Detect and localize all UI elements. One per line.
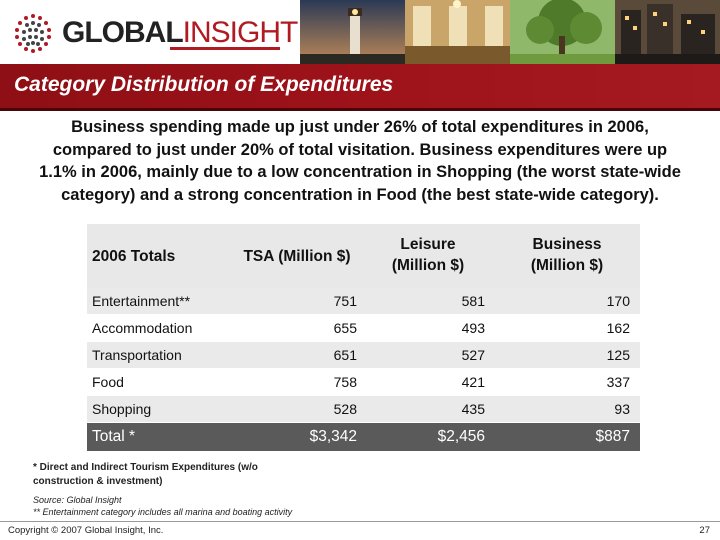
tsa-value: 655: [333, 320, 357, 336]
row-label: Entertainment**: [92, 293, 191, 309]
entertainment-note: ** Entertainment category includes all m…: [33, 507, 293, 517]
header: GLOBALINSIGHT: [0, 0, 720, 64]
footnote-direct: * Direct and Indirect Tourism Expenditur…: [33, 461, 258, 489]
business-value: 93: [614, 401, 630, 417]
table-header: 2006 Totals TSA (Million $) Leisure (Mil…: [87, 224, 640, 288]
header-totals: 2006 Totals: [92, 248, 176, 265]
ballroom-photo: [405, 0, 510, 64]
footnote-direct-line2: construction & investment): [33, 476, 163, 487]
page-number: 27: [699, 525, 710, 536]
header-photo-strip: [300, 0, 720, 64]
table-row: Entertainment** 751 581 170: [87, 288, 640, 315]
total-leisure: $2,456: [437, 428, 485, 445]
title-bar: Category Distribution of Expenditures: [0, 64, 720, 108]
total-tsa: $3,342: [309, 428, 357, 445]
table-row: Shopping 528 435 93: [87, 396, 640, 423]
logo-underline: [170, 47, 280, 50]
leisure-value: 527: [461, 347, 485, 363]
header-business-line1: Business: [532, 236, 602, 253]
footnote-source: Source: Global Insight ** Entertainment …: [33, 494, 292, 518]
lighthouse-photo: [300, 0, 405, 64]
total-row: Total * $3,342 $2,456 $887: [87, 423, 640, 451]
header-tsa: TSA (Million $): [243, 248, 351, 265]
table-row: Transportation 651 527 125: [87, 342, 640, 369]
page-title: Category Distribution of Expenditures: [14, 73, 394, 96]
header-business: Business (Million $): [512, 234, 622, 276]
summary-paragraph: Business spending made up just under 26%…: [0, 116, 720, 206]
summary-line: compared to just under 20% of total visi…: [52, 140, 668, 159]
leisure-value: 581: [461, 293, 485, 309]
tsa-value: 751: [333, 293, 357, 309]
business-value: 337: [606, 374, 630, 390]
header-leisure: Leisure (Million $): [373, 234, 483, 276]
row-label: Shopping: [92, 401, 152, 417]
row-label: Accommodation: [92, 320, 193, 336]
business-value: 125: [606, 347, 630, 363]
summary-line: 1.1% in 2006, mainly due to a low concen…: [39, 163, 681, 181]
row-label: Food: [92, 374, 124, 390]
tsa-value: 758: [333, 374, 357, 390]
summary-line: category) and a strong concentration in …: [61, 185, 659, 204]
title-divider: [0, 108, 720, 111]
city-night-photo: [615, 0, 720, 64]
footer-divider: [0, 521, 720, 522]
tsa-value: 651: [333, 347, 357, 363]
source-note: Source: Global Insight: [33, 495, 122, 505]
header-business-line2: (Million $): [530, 257, 604, 274]
logo-secondary: INSIGHT: [182, 16, 299, 49]
logo-wordmark: GLOBALINSIGHT: [62, 16, 299, 50]
header-leisure-line1: Leisure: [400, 236, 456, 253]
tree-photo: [510, 0, 615, 64]
leisure-value: 493: [461, 320, 485, 336]
copyright-text: Copyright © 2007 Global Insight, Inc.: [8, 525, 164, 536]
globe-dots-icon: [15, 14, 51, 53]
business-value: 170: [606, 293, 630, 309]
leisure-value: 435: [461, 401, 485, 417]
footnote-direct-line1: * Direct and Indirect Tourism Expenditur…: [33, 462, 258, 473]
business-value: 162: [606, 320, 630, 336]
table-row: Food 758 421 337: [87, 369, 640, 396]
expenditure-table: 2006 Totals TSA (Million $) Leisure (Mil…: [87, 224, 640, 451]
leisure-value: 421: [461, 374, 485, 390]
total-label: Total *: [92, 428, 136, 445]
summary-line: Business spending made up just under 26%…: [71, 118, 649, 136]
header-leisure-line2: (Million $): [391, 257, 465, 274]
row-label: Transportation: [92, 347, 182, 363]
tsa-value: 528: [333, 401, 357, 417]
total-business: $887: [595, 428, 630, 445]
logo-primary: GLOBAL: [62, 16, 184, 49]
table-row: Accommodation 655 493 162: [87, 315, 640, 342]
